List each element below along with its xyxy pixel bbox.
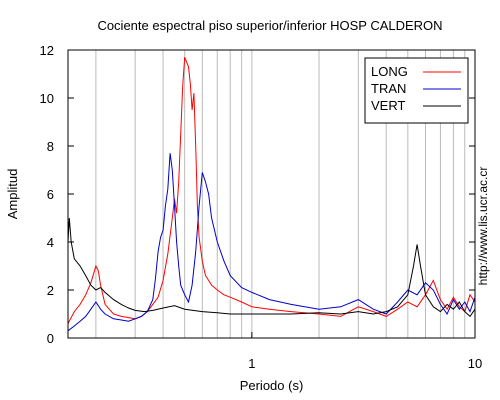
watermark-url: http://www.lis.ucr.ac.cr [476,167,490,286]
y-axis-ticks: 0 2 4 6 8 10 12 [40,43,475,346]
legend-label-vert: VERT [371,98,405,113]
series-lines [67,57,476,332]
legend-label-long: LONG [371,64,408,79]
x-tick-label: 1 [248,356,255,371]
x-axis-label: Periodo (s) [240,378,304,393]
chart-title: Cociente espectral piso superior/inferio… [97,18,442,33]
series-line-vert [67,217,476,318]
y-tick-label: 10 [40,91,54,106]
y-tick-label: 4 [47,235,54,250]
y-tick-label: 2 [47,283,54,298]
legend-box [364,57,469,124]
y-tick-label: 6 [47,187,54,202]
series-line-tran [67,153,476,332]
y-axis-label: Amplitud [5,169,20,220]
y-tick-label: 0 [47,331,54,346]
series-line-long [67,57,476,324]
legend-label-tran: TRAN [371,81,406,96]
x-tick-label: 10 [468,356,482,371]
y-tick-label: 8 [47,139,54,154]
legend: LONG TRAN VERT [364,57,469,124]
x-axis-ticks: 1 10 [248,332,482,371]
y-tick-label: 12 [40,43,54,58]
